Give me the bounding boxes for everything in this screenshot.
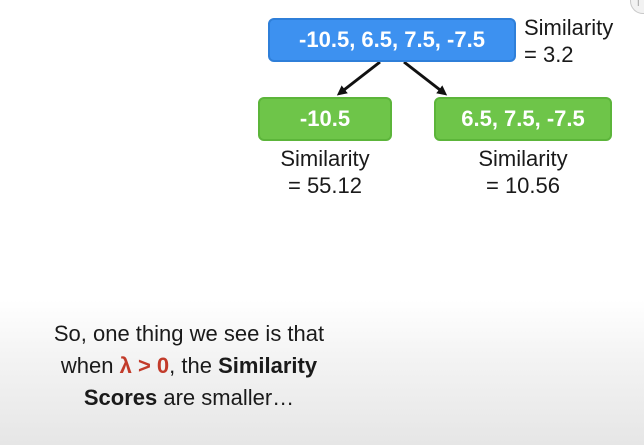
root-similarity-value: = 3.2 <box>524 42 574 67</box>
caption-line-3-post: are smaller… <box>157 385 295 410</box>
arrow-right <box>403 60 448 96</box>
left-leaf-values: -10.5 <box>299 106 351 131</box>
caption-line-2-pre: when <box>60 353 120 378</box>
root-node-values: -10.5, 6.5, 7.5, -7.5 <box>299 27 485 52</box>
right-similarity: Similarity = 10.56 <box>434 145 612 199</box>
caption-line-2: when λ > 0, the Similarity <box>24 350 354 382</box>
caption-similarity-word: Similarity <box>218 353 318 378</box>
left-leaf-node: -10.5 <box>258 97 392 141</box>
caption: So, one thing we see is that when λ > 0,… <box>24 318 354 414</box>
caption-line-2-mid: , the <box>169 353 219 378</box>
root-similarity-label: Similarity <box>524 15 614 40</box>
root-similarity: Similarity = 3.2 <box>524 14 613 68</box>
right-similarity-label: Similarity <box>478 146 568 171</box>
right-similarity-value: = 10.56 <box>485 173 560 198</box>
root-node: -10.5, 6.5, 7.5, -7.5 <box>268 18 516 62</box>
lambda-condition: λ > 0 <box>119 353 170 378</box>
caption-scores-word: Scores <box>83 385 158 410</box>
arrow-left <box>336 60 381 96</box>
left-similarity-value: = 55.12 <box>287 173 362 198</box>
caption-line-3: Scores are smaller… <box>24 382 354 414</box>
info-icon-glyph: i <box>637 0 640 9</box>
left-similarity-label: Similarity <box>280 146 370 171</box>
right-leaf-values: 6.5, 7.5, -7.5 <box>461 106 585 131</box>
right-leaf-node: 6.5, 7.5, -7.5 <box>434 97 612 141</box>
left-similarity: Similarity = 55.12 <box>258 145 392 199</box>
caption-line-1: So, one thing we see is that <box>53 321 325 346</box>
